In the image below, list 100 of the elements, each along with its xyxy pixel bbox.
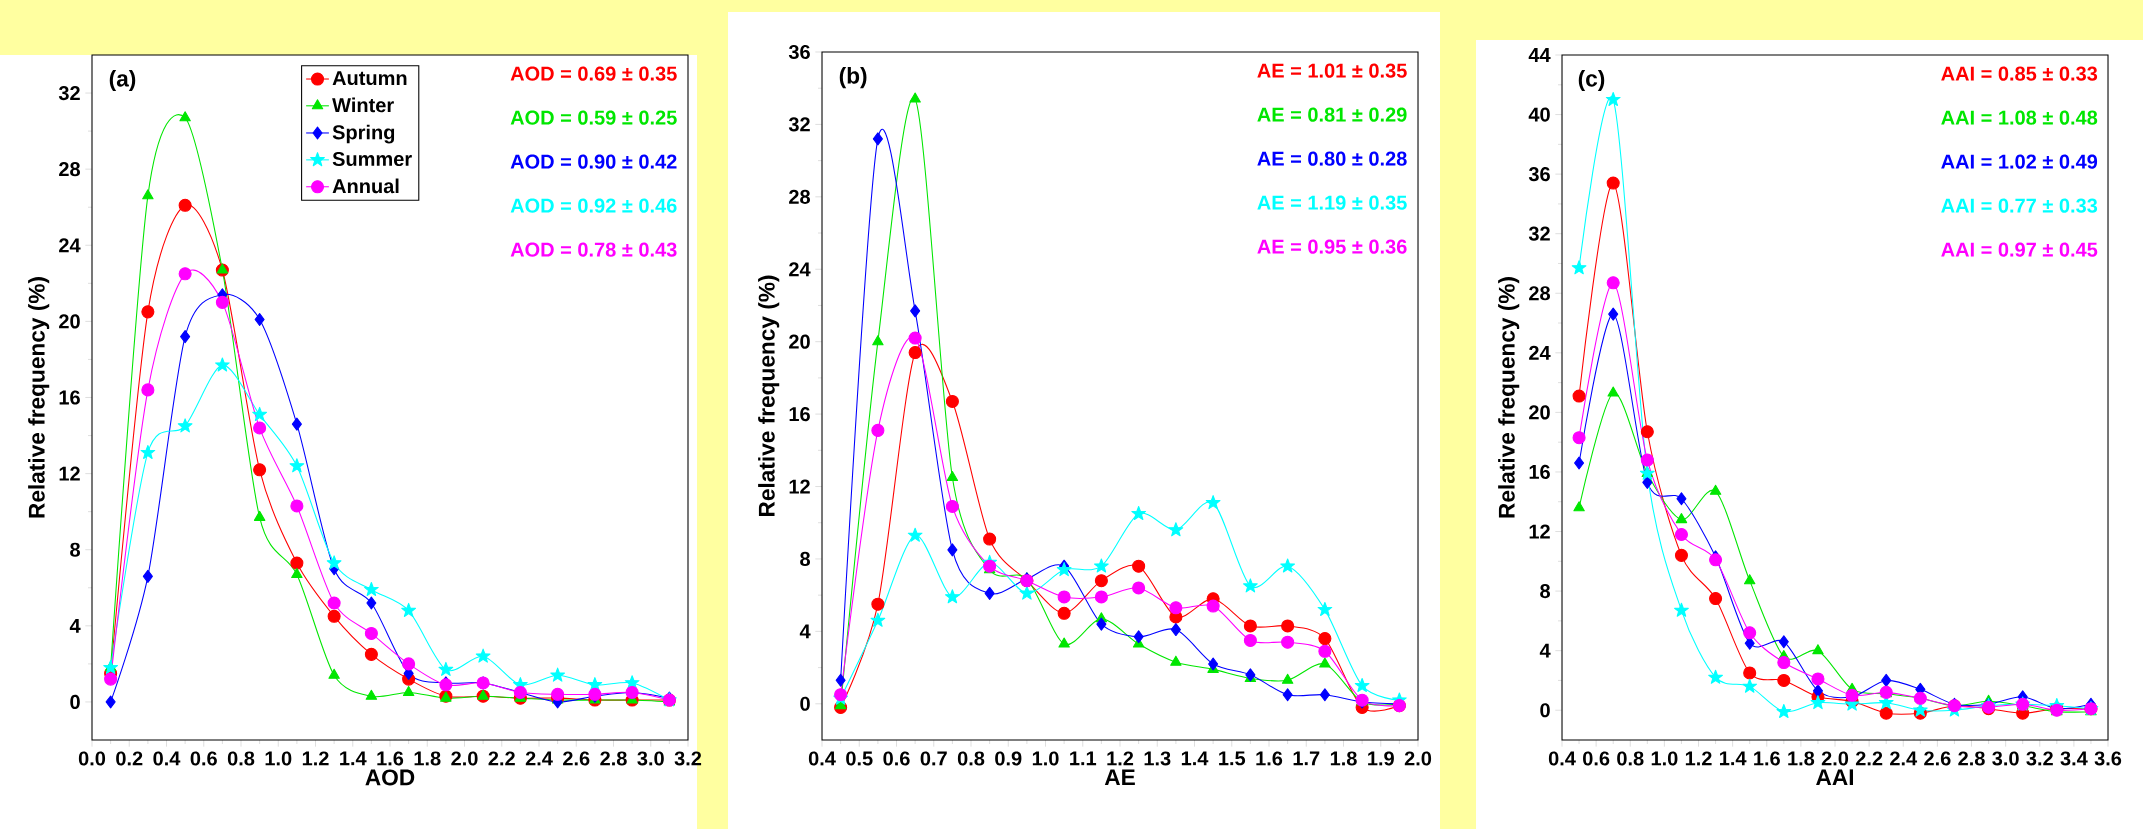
y-tick-label: 32 xyxy=(788,117,810,132)
y-axis-title: Relative frequency (%) xyxy=(1498,277,1520,518)
y-tick-label: 4 xyxy=(799,624,811,639)
x-tick-label: 1.2 xyxy=(1107,751,1134,766)
x-tick-label: 1.6 xyxy=(377,751,404,766)
x-tick-label: 1.3 xyxy=(1144,751,1171,766)
annotation: AAI = 1.02 ± 0.49 xyxy=(1941,154,2098,169)
annotation: AOD = 0.92 ± 0.46 xyxy=(510,198,677,213)
x-tick-label: 0.2 xyxy=(116,751,143,766)
y-tick-label: 12 xyxy=(1529,524,1550,539)
y-tick-label: 4 xyxy=(1539,643,1551,658)
y-tick-label: 28 xyxy=(789,189,810,204)
x-tick-label: 0.9 xyxy=(995,751,1022,766)
x-tick-label: 2.0 xyxy=(1404,751,1432,766)
x-tick-label: 0.4 xyxy=(1548,751,1576,766)
y-tick-label: 8 xyxy=(70,542,80,557)
x-tick-label: 1.7 xyxy=(1293,751,1320,766)
x-tick-label: 0.5 xyxy=(846,751,873,766)
x-tick-label: 2.2 xyxy=(1855,751,1883,766)
x-tick-label: 2.0 xyxy=(1821,751,1849,766)
x-tick-label: 1.4 xyxy=(340,751,367,766)
x-tick-label: 0.4 xyxy=(153,751,181,766)
x-tick-label: 2.4 xyxy=(525,751,553,766)
annotation: AAI = 0.77 ± 0.33 xyxy=(1941,198,2098,213)
x-tick-label: 0.7 xyxy=(920,751,947,766)
text: (a) xyxy=(109,69,136,92)
x-tick-label: 1.2 xyxy=(302,751,329,766)
y-tick-label: 32 xyxy=(58,85,80,101)
y-tick-label: 20 xyxy=(789,334,810,349)
x-tick-label: 2.8 xyxy=(1958,751,1985,766)
x-axis-title: AOD xyxy=(365,769,415,786)
x-tick-label: 0.0 xyxy=(78,751,106,766)
x-tick-label: 1.2 xyxy=(1685,751,1712,766)
y-tick-label: 28 xyxy=(1529,286,1551,301)
y-tick-label: 36 xyxy=(788,44,810,60)
x-tick-label: 1.5 xyxy=(1219,751,1246,766)
y-tick-label: 24 xyxy=(1529,345,1551,360)
x-tick-label: 1.0 xyxy=(1651,751,1678,766)
x-tick-label: 1.9 xyxy=(1368,751,1394,766)
x-tick-label: 0.6 xyxy=(1583,751,1610,766)
y-tick-label: 16 xyxy=(789,407,810,422)
y-tick-label: 0 xyxy=(800,696,810,711)
annotation: AOD = 0.78 ± 0.43 xyxy=(510,242,677,257)
y-tick-label: 12 xyxy=(789,479,810,494)
annotation: AAI = 0.97 ± 0.45 xyxy=(1941,242,2098,257)
annotation: AE = 1.19 ± 0.35 xyxy=(1257,195,1407,210)
y-tick-label: 8 xyxy=(1540,584,1551,599)
legend-label: Winter xyxy=(332,97,394,113)
legend-label: Spring xyxy=(332,124,395,144)
y-tick-label: 32 xyxy=(1528,226,1550,241)
y-tick-label: 20 xyxy=(59,314,80,329)
y-tick-label: 4 xyxy=(69,618,81,633)
y-tick-label: 0 xyxy=(70,694,80,710)
y-tick-label: 20 xyxy=(1529,405,1550,420)
annotation: AAI = 0.85 ± 0.33 xyxy=(1941,66,2098,81)
y-tick-label: 28 xyxy=(59,162,80,177)
y-tick-label: 0 xyxy=(1540,703,1550,718)
x-tick-label: 3.4 xyxy=(2060,751,2088,766)
y-tick-label: 8 xyxy=(800,551,810,567)
x-tick-label: 1.6 xyxy=(1256,751,1283,766)
text: (b) xyxy=(839,67,867,89)
x-tick-label: 1.8 xyxy=(1330,751,1357,766)
x-axis-title: AE xyxy=(1104,769,1135,785)
x-tick-label: 3.2 xyxy=(2026,751,2053,766)
x-tick-label: 3.0 xyxy=(1992,751,2019,766)
x-tick-label: 2.6 xyxy=(1924,751,1951,766)
x-tick-label: 2.8 xyxy=(600,751,627,766)
x-tick-label: 1.8 xyxy=(1788,751,1815,766)
y-tick-label: 24 xyxy=(59,238,81,253)
y-tick-label: 44 xyxy=(1528,48,1551,62)
x-tick-label: 0.6 xyxy=(883,751,910,766)
annotation: AOD = 0.69 ± 0.35 xyxy=(510,66,677,81)
annotation: AOD = 0.59 ± 0.25 xyxy=(510,110,677,125)
y-axis-title: Relative frequency (%) xyxy=(758,275,780,517)
x-tick-label: 1.6 xyxy=(1754,751,1780,766)
annotation: AE = 0.95 ± 0.36 xyxy=(1257,239,1407,254)
y-tick-label: 12 xyxy=(59,466,80,481)
x-tick-label: 1.4 xyxy=(1181,751,1209,766)
x-axis-title: AAI xyxy=(1816,769,1854,785)
y-tick-label: 16 xyxy=(1529,464,1550,480)
legend-label: Annual xyxy=(332,178,399,194)
x-tick-label: 0.6 xyxy=(190,751,217,766)
y-tick-label: 36 xyxy=(1528,167,1550,182)
annotation: AOD = 0.90 ± 0.42 xyxy=(510,154,677,169)
annotation: AE = 1.01 ± 0.35 xyxy=(1257,63,1407,78)
legend-label: Summer xyxy=(332,151,412,167)
y-tick-label: 16 xyxy=(59,390,80,405)
x-tick-label: 0.8 xyxy=(1617,751,1644,766)
y-tick-label: 24 xyxy=(789,262,811,277)
annotation: AE = 0.81 ± 0.29 xyxy=(1257,107,1407,122)
legend-label: Autumn xyxy=(332,71,407,86)
x-tick-label: 0.8 xyxy=(957,751,985,766)
annotation: AAI = 1.08 ± 0.48 xyxy=(1941,110,2098,125)
x-tick-label: 2.0 xyxy=(451,751,478,766)
x-tick-label: 1.0 xyxy=(1032,751,1059,766)
annotation: AE = 0.80 ± 0.28 xyxy=(1257,151,1407,166)
x-tick-label: 0.8 xyxy=(227,751,255,766)
x-tick-label: 1.1 xyxy=(1070,751,1097,766)
x-tick-label: 0.4 xyxy=(808,751,836,766)
text: (c) xyxy=(1578,70,1605,92)
